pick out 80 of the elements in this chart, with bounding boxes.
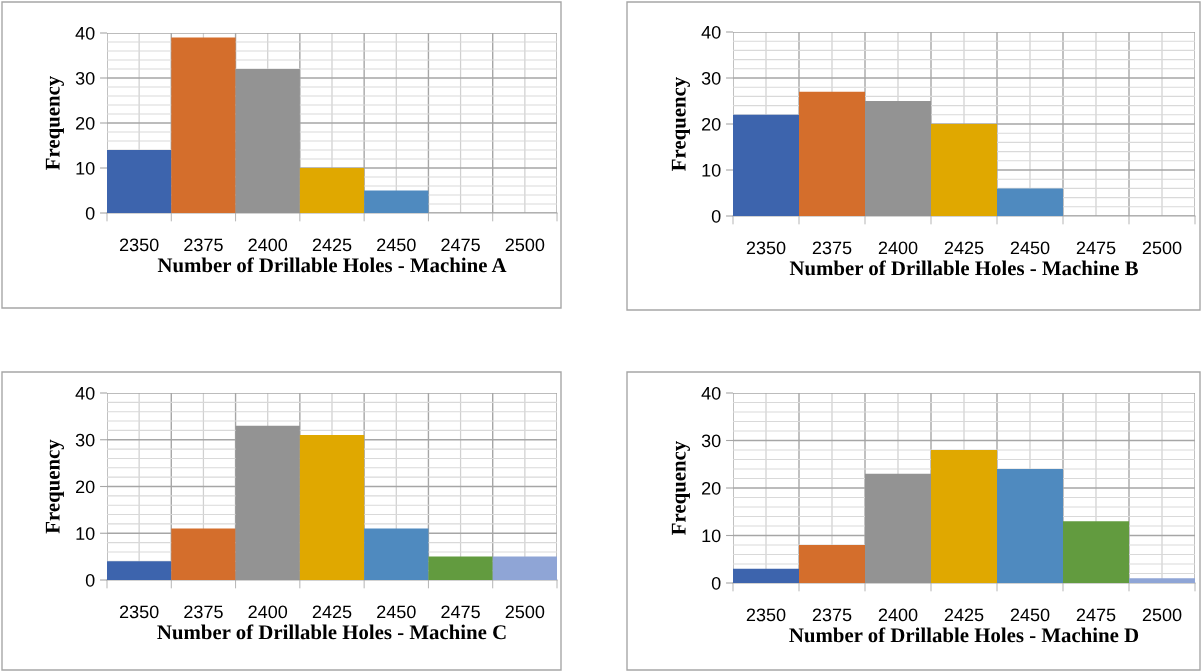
x-tick-label: 2500	[505, 605, 545, 619]
bar	[235, 69, 300, 213]
x-tick-label: 2375	[184, 238, 223, 252]
bar	[931, 124, 997, 216]
x-tick-label: 2400	[248, 605, 288, 619]
bar	[107, 150, 172, 213]
x-tick-label: 2450	[377, 605, 416, 619]
x-tick-label: 2450	[1010, 608, 1050, 622]
x-tick-label: 2450	[1010, 241, 1050, 255]
x-tick-label: 2400	[878, 241, 918, 255]
bar	[997, 188, 1063, 216]
y-tick-label: 20	[76, 480, 95, 494]
y-axis-title: Frequency	[671, 76, 690, 171]
x-tick-label: 2400	[878, 608, 918, 622]
y-axis-title: Frequency	[45, 439, 64, 534]
y-tick-label: 40	[701, 386, 721, 400]
y-tick-label: 0	[85, 206, 95, 220]
x-tick-label: 2475	[441, 605, 480, 619]
bar	[1129, 578, 1195, 583]
y-axis-title: Frequency	[45, 75, 64, 170]
x-axis-title: Number of Drillable Holes - Machine B	[789, 260, 1138, 276]
x-tick-label: 2425	[312, 238, 352, 252]
y-axis-title: Frequency	[671, 440, 690, 535]
bar	[107, 561, 172, 580]
y-tick-label: 10	[702, 163, 721, 177]
y-tick-label: 10	[76, 161, 95, 175]
bar	[733, 114, 799, 216]
bar	[364, 528, 429, 580]
bar	[733, 568, 799, 583]
x-tick-label: 2350	[746, 241, 786, 255]
x-axis-title: Number of Drillable Holes - Machine C	[157, 624, 506, 640]
y-tick-label: 30	[701, 71, 721, 85]
y-tick-label: 20	[702, 117, 721, 131]
x-tick-label: 2350	[746, 608, 786, 622]
bar	[492, 556, 557, 580]
y-tick-label: 40	[75, 386, 95, 400]
x-tick-label: 2375	[184, 605, 223, 619]
x-axis-title: Number of Drillable Holes - Machine A	[157, 257, 507, 273]
bar	[299, 435, 365, 580]
y-tick-label: 30	[75, 71, 95, 85]
y-tick-label: 10	[76, 527, 95, 540]
bar	[799, 545, 865, 583]
y-tick-label: 0	[711, 576, 721, 590]
x-tick-label: 2375	[812, 608, 852, 622]
y-tick-label: 40	[701, 25, 721, 39]
bar	[997, 469, 1063, 583]
x-tick-label: 2350	[119, 238, 159, 252]
bar	[865, 101, 931, 216]
y-tick-label: 10	[702, 529, 721, 543]
y-tick-label: 20	[76, 116, 95, 130]
x-axis-title: Number of Drillable Holes - Machine D	[789, 627, 1139, 643]
x-tick-label: 2500	[505, 238, 545, 252]
x-tick-label: 2475	[441, 238, 480, 252]
bar	[171, 528, 236, 580]
y-tick-label: 30	[701, 434, 721, 448]
y-tick-label: 30	[75, 433, 95, 447]
y-tick-label: 0	[85, 573, 95, 587]
bar	[799, 91, 865, 216]
x-tick-label: 2500	[1142, 241, 1182, 255]
x-tick-label: 2425	[944, 241, 984, 255]
x-tick-label: 2425	[944, 608, 984, 622]
bar	[931, 450, 997, 583]
y-tick-label: 20	[702, 481, 721, 495]
bar	[428, 556, 493, 580]
x-tick-label: 2475	[1076, 241, 1116, 255]
bar	[299, 168, 365, 213]
bar	[1063, 521, 1129, 583]
x-tick-label: 2425	[312, 605, 352, 619]
x-tick-label: 2350	[119, 605, 159, 619]
x-tick-label: 2475	[1076, 608, 1116, 622]
bar	[235, 425, 300, 580]
x-tick-label: 2500	[1142, 608, 1182, 622]
x-tick-label: 2450	[377, 238, 416, 252]
bar	[171, 37, 236, 213]
y-tick-label: 0	[711, 209, 721, 223]
y-tick-label: 40	[75, 26, 95, 40]
x-tick-label: 2375	[812, 241, 852, 255]
bar	[364, 190, 429, 213]
x-tick-label: 2400	[248, 238, 288, 252]
bar	[865, 473, 931, 583]
